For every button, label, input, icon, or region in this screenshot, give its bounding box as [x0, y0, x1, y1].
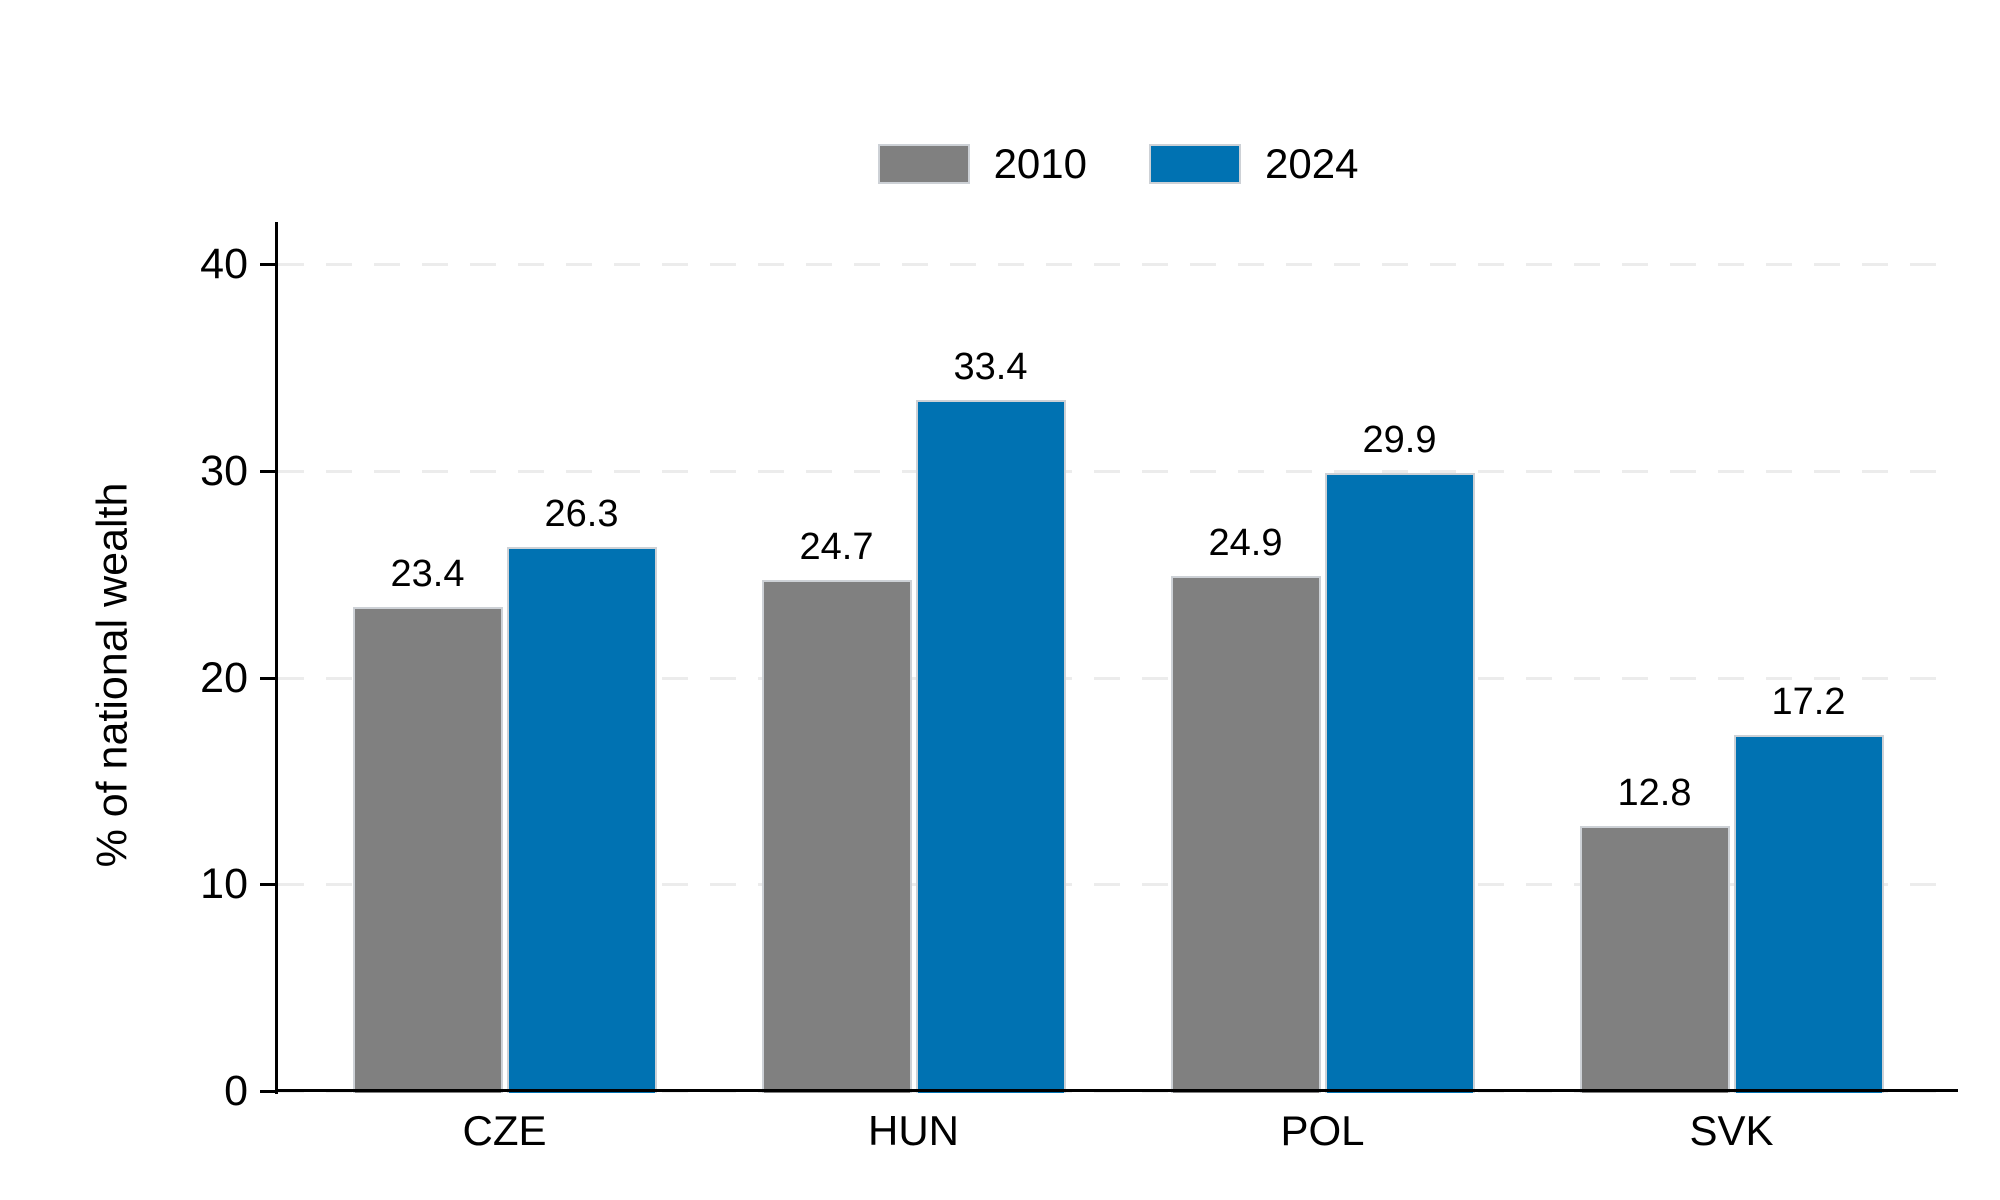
bar-value-label-2010-svk: 12.8 [1617, 772, 1692, 815]
bar-2010-cze [352, 607, 503, 1093]
bar-2010-svk [1579, 826, 1730, 1093]
gridline-30 [278, 469, 1958, 473]
gridline-40 [278, 263, 1958, 266]
y-tick-label-10: 10 [200, 860, 248, 909]
bar-value-label-2024-cze: 26.3 [544, 493, 619, 536]
bar-value-label-2024-hun: 33.4 [953, 346, 1028, 389]
legend-swatch-2024 [1149, 144, 1241, 184]
y-tick-label-30: 30 [200, 446, 248, 495]
bar-2024-hun [915, 400, 1066, 1093]
y-tick-mark-10 [260, 883, 278, 887]
y-axis-line [275, 222, 278, 1094]
bar-value-label-2010-hun: 24.7 [799, 526, 874, 569]
legend-item-2024: 2024 [1149, 141, 1358, 187]
y-tick-label-20: 20 [200, 653, 248, 702]
bar-2024-svk [1733, 735, 1884, 1093]
y-tick-mark-20 [260, 676, 278, 680]
bar-2010-pol [1170, 576, 1321, 1093]
bar-2024-cze [506, 547, 657, 1093]
x-category-label-cze: CZE [462, 1107, 547, 1154]
legend-swatch-2010 [877, 144, 970, 184]
x-category-label-pol: POL [1280, 1107, 1365, 1154]
y-tick-mark-0 [260, 1090, 278, 1093]
bar-2024-pol [1324, 472, 1475, 1093]
legend-label-2010: 2010 [993, 140, 1087, 187]
gridline-20 [278, 676, 1958, 680]
y-tick-mark-30 [260, 469, 278, 473]
x-category-label-svk: SVK [1689, 1107, 1774, 1154]
y-tick-label-40: 40 [200, 240, 248, 288]
y-tick-label-0: 0 [224, 1067, 248, 1115]
bar-value-label-2024-pol: 29.9 [1362, 418, 1437, 461]
gridline-10 [278, 883, 1958, 887]
bar-2010-hun [761, 580, 912, 1093]
x-axis-line [275, 1089, 1958, 1092]
bar-value-label-2024-svk: 17.2 [1771, 681, 1846, 724]
bar-value-label-2010-cze: 23.4 [390, 553, 465, 596]
legend: 2010 2024 [278, 141, 1958, 187]
bar-value-label-2010-pol: 24.9 [1208, 522, 1283, 565]
legend-item-2010: 2010 [877, 140, 1087, 187]
x-category-label-hun: HUN [868, 1107, 959, 1154]
y-tick-mark-40 [260, 263, 278, 266]
legend-label-2024: 2024 [1265, 140, 1359, 187]
